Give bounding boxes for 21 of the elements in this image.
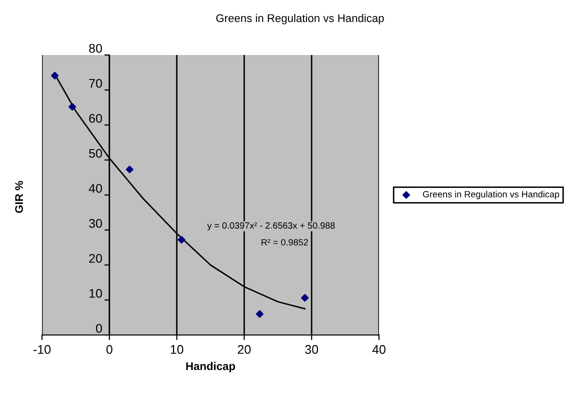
y-tick-label: 20	[89, 254, 102, 263]
x-axis-title: Handicap	[186, 362, 236, 372]
x-tick-label: 40	[372, 345, 386, 354]
y-tick-label: 0	[96, 324, 102, 333]
y-tick-label: 10	[90, 288, 102, 298]
chart-title: Greens in Regulation vs Handicap	[216, 14, 384, 24]
y-tick-label: 60	[89, 114, 102, 123]
y-tick-label: 50	[89, 148, 102, 158]
x-tick-label: -10	[34, 345, 51, 354]
annotation: R² = 0.9852	[262, 239, 308, 246]
y-axis-title: GIR %	[15, 180, 23, 213]
x-tick-label: 10	[170, 345, 184, 354]
x-tick-label: 0	[106, 345, 112, 354]
legend-label: Greens in Regulation vs Handicap	[422, 190, 560, 200]
x-tick-label: 20	[238, 345, 251, 354]
x-tick-label: 30	[305, 345, 318, 354]
y-tick-label: 30	[89, 218, 102, 228]
y-tick-label: 70	[89, 78, 102, 88]
y-tick-label: 80	[89, 44, 102, 53]
y-tick-label: 40	[88, 184, 102, 193]
annotation: y = 0.0397x² - 2.6563x + 50.988	[207, 222, 335, 230]
